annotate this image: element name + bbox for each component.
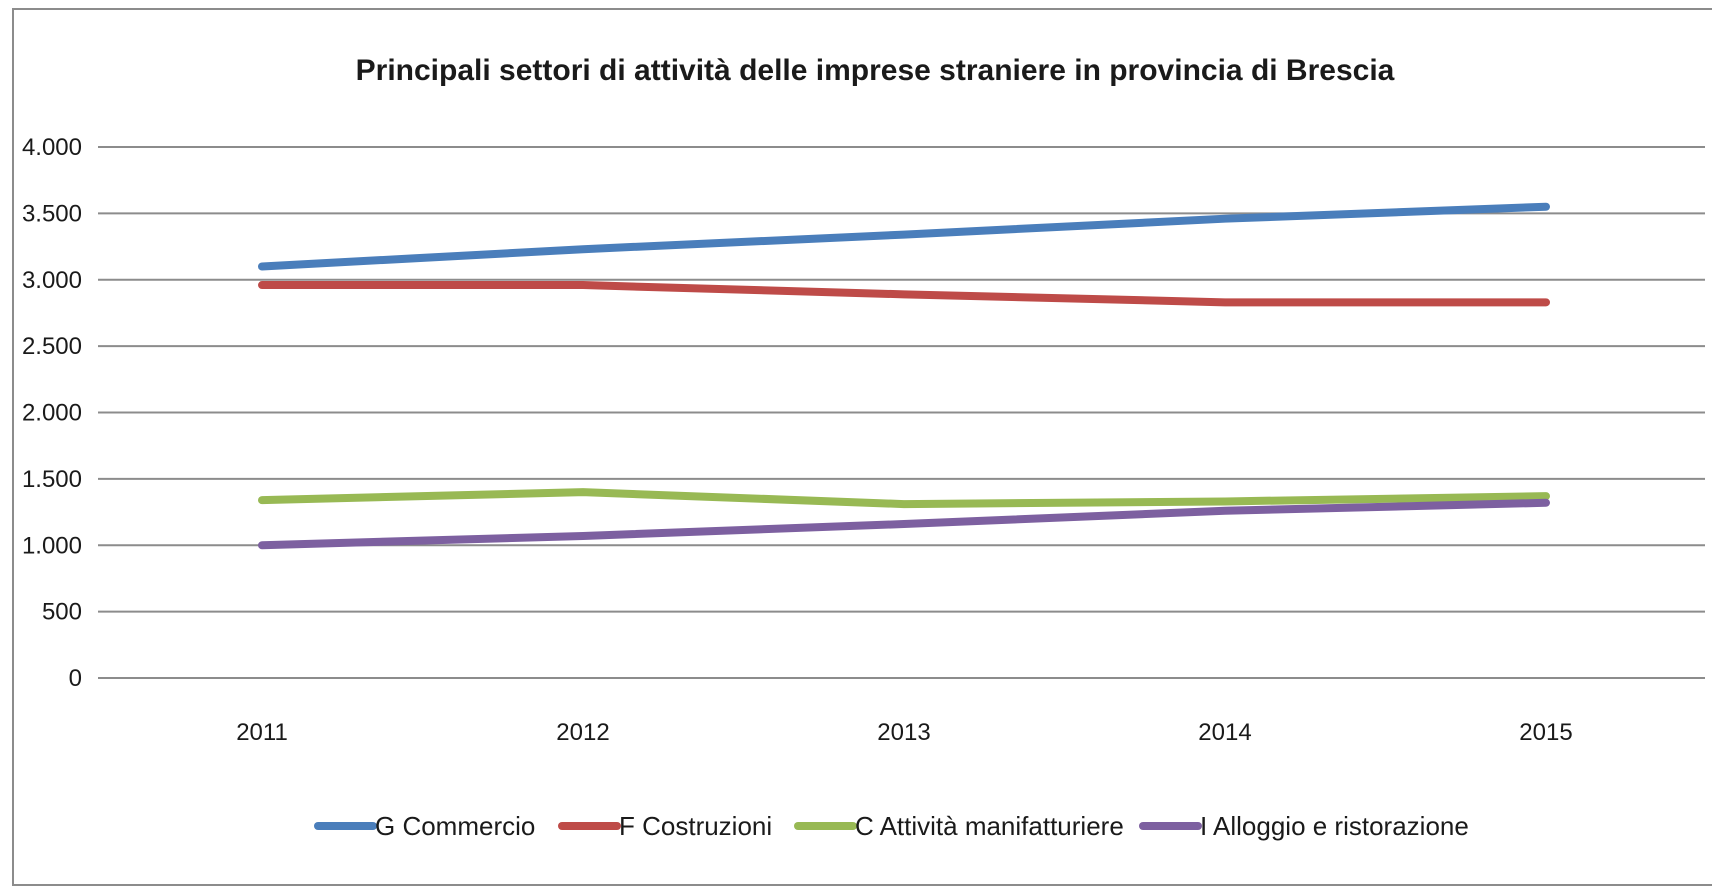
series-lines	[258, 202, 1550, 550]
y-tick-label: 1.500	[22, 466, 82, 493]
chart-frame	[12, 8, 1712, 886]
series-line-3	[258, 488, 1550, 509]
y-tick-label: 3.500	[22, 200, 82, 227]
x-tick-label: 2015	[1519, 719, 1572, 746]
y-tick-label: 1.000	[22, 532, 82, 559]
legend-label: I Alloggio e ristorazione	[1200, 811, 1469, 841]
grid-lines	[98, 146, 1705, 679]
chart-title: Principali settori di attività delle imp…	[356, 54, 1395, 87]
y-tick-label: 4.000	[22, 134, 82, 161]
y-tick-label: 0	[69, 665, 82, 692]
y-tick-label: 500	[42, 599, 82, 626]
legend-label: C Attività manifatturiere	[855, 811, 1124, 841]
series-line-4	[258, 498, 1550, 550]
y-axis-tick-labels: 0 500 1.000 1.500 2.000 2.500 3.000 3.500 4.000	[22, 134, 82, 692]
y-tick-label: 2.000	[22, 400, 82, 427]
legend: G Commercio F Costruzioni C Attività manif…	[314, 811, 1469, 841]
series-line-2	[258, 281, 1550, 307]
x-tick-label: 2013	[877, 719, 930, 746]
series-line-1	[258, 202, 1550, 271]
x-tick-label: 2012	[556, 719, 609, 746]
legend-label: G Commercio	[375, 811, 535, 841]
x-tick-label: 2011	[236, 719, 288, 746]
legend-label: F Costruzioni	[619, 811, 772, 841]
y-tick-label: 3.000	[22, 267, 82, 294]
y-tick-label: 2.500	[22, 333, 82, 360]
x-tick-label: 2014	[1198, 719, 1251, 746]
x-axis-tick-labels: 2011 2012 2013 2014 2015	[236, 719, 1573, 746]
